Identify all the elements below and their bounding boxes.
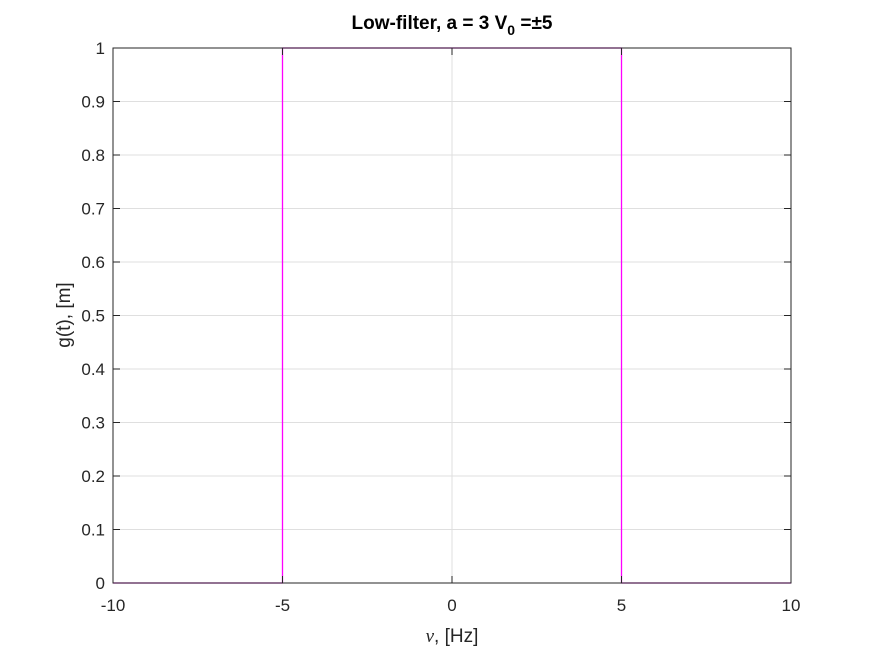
chart-title-subscript: 0 bbox=[507, 22, 515, 38]
y-tick-label: 1 bbox=[96, 39, 105, 58]
y-tick-label: 0.4 bbox=[81, 360, 105, 379]
ticks bbox=[112, 47, 792, 584]
x-tick-label: -10 bbox=[101, 596, 126, 615]
x-tick-label: 5 bbox=[617, 596, 626, 615]
y-tick-label: 0.9 bbox=[81, 93, 105, 112]
y-tick-label: 0.5 bbox=[81, 307, 105, 326]
x-axis-label-symbol: ν bbox=[426, 626, 435, 647]
x-tick-label: 0 bbox=[447, 596, 456, 615]
x-tick-label: -5 bbox=[275, 596, 290, 615]
x-axis-label-text: , [Hz] bbox=[434, 626, 478, 647]
x-tick-labels: -10 -5 0 5 10 bbox=[101, 596, 801, 615]
y-tick-label: 0.1 bbox=[81, 521, 105, 540]
chart-title: Low-filter, a = 3 V0 =±5 bbox=[352, 13, 553, 38]
y-tick-labels: 0 0.1 0.2 0.3 0.4 0.5 0.6 0.7 0.8 0.9 1 bbox=[81, 39, 105, 593]
chart-title-main: Low-filter, a = 3 V bbox=[352, 13, 508, 34]
y-tick-label: 0 bbox=[96, 574, 105, 593]
y-tick-label: 0.3 bbox=[81, 414, 105, 433]
y-tick-label: 0.8 bbox=[81, 146, 105, 165]
x-tick-label: 10 bbox=[782, 596, 801, 615]
y-axis-label: g(t), [m] bbox=[54, 282, 75, 347]
chart-title-suffix: =±5 bbox=[515, 13, 553, 34]
y-tick-label: 0.2 bbox=[81, 467, 105, 486]
x-axis-label: ν, [Hz] bbox=[426, 626, 479, 647]
y-tick-label: 0.7 bbox=[81, 200, 105, 219]
y-tick-label: 0.6 bbox=[81, 253, 105, 272]
